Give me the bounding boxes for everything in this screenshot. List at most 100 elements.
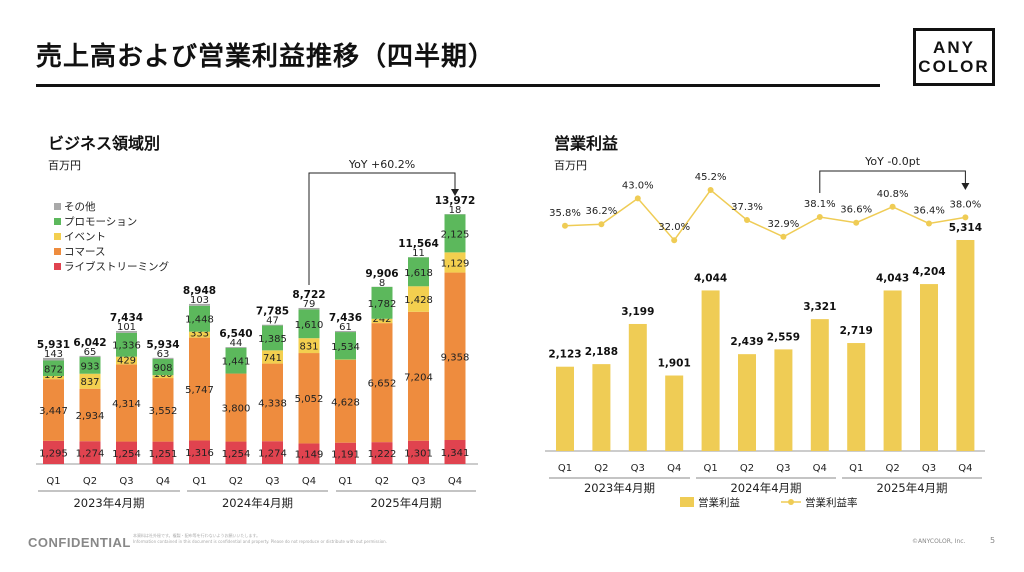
- legend-swatch-point: [788, 499, 794, 505]
- margin-point: [780, 233, 787, 240]
- legend-label: ライブストリーミング: [64, 260, 169, 273]
- x-tick-label: Q2: [229, 476, 243, 487]
- bar-segment: [371, 442, 393, 464]
- x-tick-label: Q2: [594, 463, 608, 474]
- company-logo: ANY COLOR: [913, 28, 995, 86]
- bar-segment-label: 1,191: [331, 449, 360, 460]
- confidential-note-jp: 本資料は社外秘です。複製・配布等を行わないようお願いいたします。: [133, 533, 261, 538]
- legend-swatch: [54, 203, 61, 210]
- bar-segment-label: 3,800: [222, 404, 251, 415]
- yoy-arrowhead: [451, 189, 459, 196]
- bar-segment: [262, 325, 283, 351]
- profit-bar: [883, 290, 902, 451]
- copyright: ©ANYCOLOR, Inc.: [912, 538, 966, 545]
- bar-total-label: 8,722: [292, 289, 325, 301]
- x-group-label: 2025年4月期: [370, 496, 441, 510]
- title-underline: [36, 84, 880, 87]
- legend-swatch: [54, 248, 61, 255]
- bar-segment: [298, 338, 320, 354]
- margin-point: [889, 203, 896, 210]
- bar-segment: [116, 332, 137, 357]
- bar-segment: [262, 350, 283, 364]
- bar-segment: [116, 364, 137, 442]
- bar-segment: [335, 330, 356, 333]
- bar-segment-label: 1,385: [258, 334, 287, 345]
- bar-segment: [43, 360, 64, 377]
- x-tick-label: Q4: [958, 463, 972, 474]
- bar-segment: [444, 440, 466, 464]
- bar-segment: [43, 357, 64, 361]
- bar-segment: [43, 376, 64, 380]
- profit-bar-label: 4,204: [912, 266, 945, 278]
- profit-bar-label: 4,044: [694, 272, 727, 284]
- page-number: 5: [990, 536, 996, 545]
- bar-segment: [79, 355, 101, 358]
- bar-segment: [371, 323, 393, 443]
- margin-line: [564, 188, 966, 242]
- bar-segment: [189, 303, 210, 306]
- bar-segment-label: 44: [230, 338, 243, 349]
- yoy-bracket: [819, 170, 966, 193]
- x-tick-label: Q3: [265, 476, 279, 487]
- bar-segment-label: 18: [449, 205, 462, 216]
- x-tick-label: Q2: [885, 463, 899, 474]
- bar-segment: [298, 353, 320, 444]
- bar-segment-label: 908: [153, 363, 172, 374]
- left-chart-title: ビジネス領域別: [48, 134, 161, 153]
- yoy-arrowhead: [961, 183, 970, 190]
- profit-bar: [556, 366, 574, 451]
- margin-point: [962, 214, 969, 221]
- bar-segment: [116, 356, 137, 365]
- margin-label: 35.8%: [549, 208, 581, 219]
- confidential-note: 本資料は社外秘です。複製・配布等を行わないようお願いいたします。 Informa…: [133, 533, 433, 545]
- logo-line-1: ANY: [933, 38, 975, 57]
- bar-segment-label: 1,316: [185, 448, 214, 459]
- bar-segment-label: 4,338: [258, 398, 287, 409]
- profit-bar-label: 2,719: [840, 325, 873, 337]
- bar-segment: [189, 305, 210, 332]
- legend-swatch-bar: [680, 497, 694, 507]
- margin-label: 36.2%: [586, 206, 618, 217]
- bar-segment: [189, 331, 210, 338]
- x-tick-label: Q1: [703, 463, 717, 474]
- bar-segment: [371, 286, 393, 319]
- page-title: 売上高および営業利益推移（四半期）: [36, 42, 496, 72]
- bar-segment-label: 242: [372, 314, 391, 325]
- profit-bar: [810, 319, 829, 451]
- bar-segment-label: 1,149: [295, 450, 324, 461]
- bar-segment-label: 5,052: [295, 394, 324, 405]
- bar-segment-label: 1,295: [39, 448, 68, 459]
- bar-segment-label: 103: [190, 295, 209, 306]
- bar-segment: [298, 443, 320, 464]
- yoy-annotation: YoY -0.0pt: [864, 155, 921, 168]
- bar-segment: [408, 311, 429, 441]
- margin-label: 43.0%: [622, 180, 654, 191]
- x-tick-label: Q4: [156, 476, 170, 487]
- confidential-label: CONFIDENTIAL: [28, 535, 131, 550]
- margin-label: 32.0%: [658, 222, 690, 233]
- bar-segment: [298, 307, 320, 310]
- bar-segment-label: 79: [303, 299, 316, 310]
- bar-total-label: 7,436: [329, 312, 362, 324]
- bar-total-label: 8,948: [183, 285, 216, 297]
- profit-bar-label: 2,439: [730, 336, 763, 348]
- legend-label: その他: [64, 200, 96, 213]
- bar-segment-label: 1,428: [404, 295, 433, 306]
- legend-swatch: [54, 233, 61, 240]
- legend-swatch: [54, 263, 61, 270]
- bar-total-label: 6,540: [219, 328, 252, 340]
- bar-segment: [262, 324, 283, 326]
- profit-bar-label: 1,901: [658, 358, 691, 370]
- yoy-annotation: YoY +60.2%: [348, 158, 415, 171]
- right-chart-unit: 百万円: [554, 159, 587, 172]
- legend-label: プロモーション: [64, 216, 137, 228]
- bar-segment-label: 7,204: [404, 372, 433, 383]
- bar-segment: [225, 373, 247, 442]
- margin-point: [707, 187, 714, 194]
- bar-segment: [444, 272, 466, 441]
- x-group-label: 2024年4月期: [730, 481, 801, 495]
- bar-segment: [79, 388, 101, 442]
- profit-bar-label: 2,188: [585, 346, 618, 358]
